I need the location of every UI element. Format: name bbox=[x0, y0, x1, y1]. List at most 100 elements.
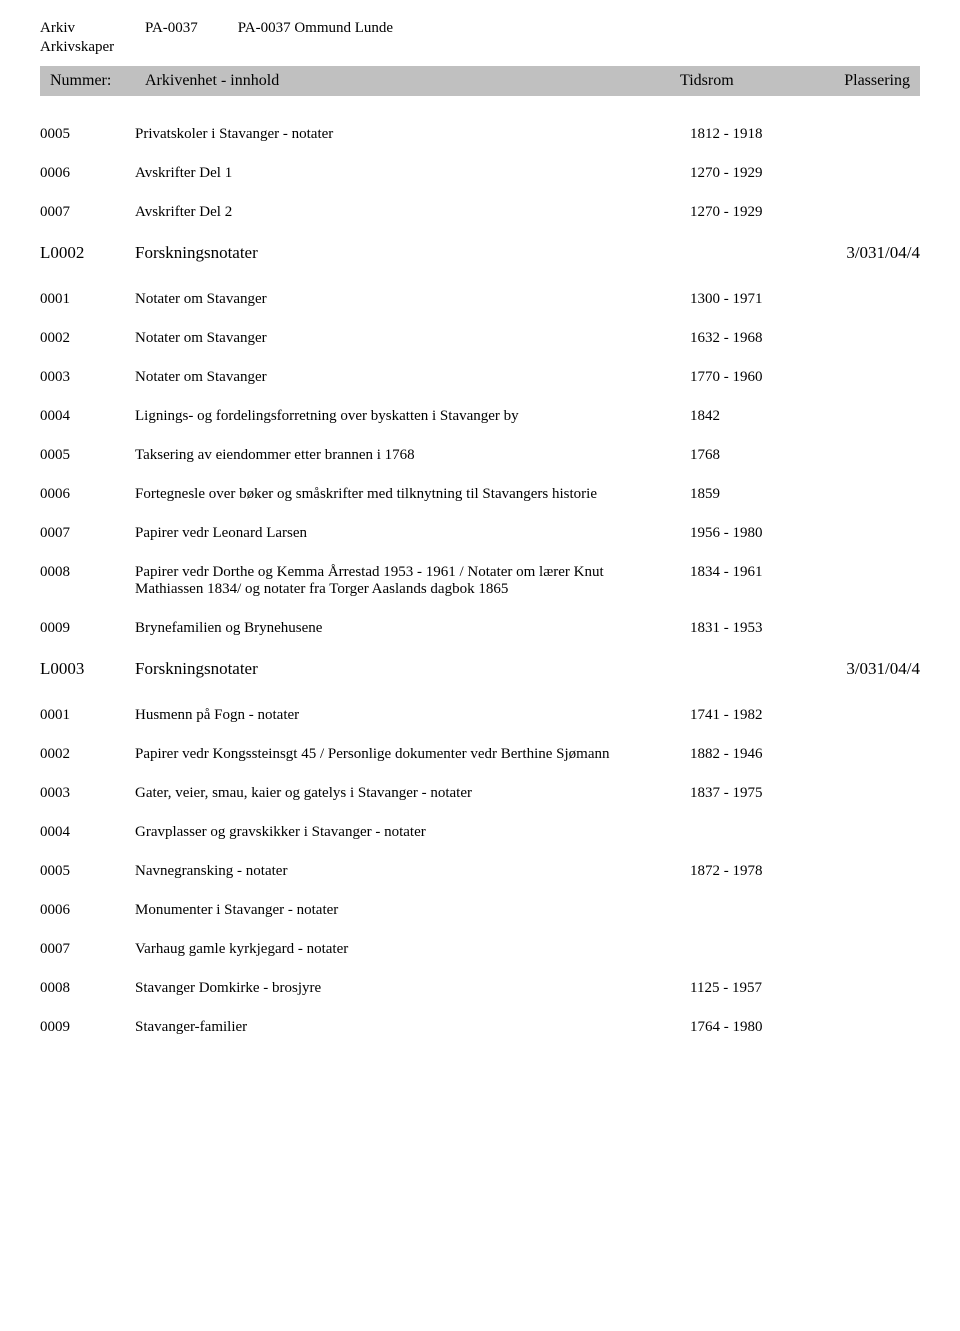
table-row: 0005Privatskoler i Stavanger - notater18… bbox=[40, 126, 920, 143]
table-row: 0008Papirer vedr Dorthe og Kemma Årresta… bbox=[40, 564, 920, 598]
row-timespan: 1270 - 1929 bbox=[690, 165, 820, 182]
row-timespan: 1770 - 1960 bbox=[690, 369, 820, 386]
row-number: 0007 bbox=[40, 204, 135, 221]
row-description: Stavanger-familier bbox=[135, 1019, 690, 1036]
row-description: Stavanger Domkirke - brosjyre bbox=[135, 980, 690, 997]
row-number: 0004 bbox=[40, 824, 135, 841]
row-description: Avskrifter Del 1 bbox=[135, 165, 690, 182]
row-description: Privatskoler i Stavanger - notater bbox=[135, 126, 690, 143]
table-row: 0005Taksering av eiendommer etter branne… bbox=[40, 447, 920, 464]
row-timespan: 1872 - 1978 bbox=[690, 863, 820, 880]
row-number: 0005 bbox=[40, 863, 135, 880]
row-number: 0007 bbox=[40, 525, 135, 542]
row-timespan: 1300 - 1971 bbox=[690, 291, 820, 308]
row-number: 0002 bbox=[40, 746, 135, 763]
row-timespan: 1882 - 1946 bbox=[690, 746, 820, 763]
table-row: 0002Papirer vedr Kongssteinsgt 45 / Pers… bbox=[40, 746, 920, 763]
row-timespan: 1741 - 1982 bbox=[690, 707, 820, 724]
section-row: L0003Forskningsnotater 3/031/04/4 bbox=[40, 659, 920, 679]
table-row: 0009Brynefamilien og Brynehusene1831 - 1… bbox=[40, 620, 920, 637]
arkivskaper-label: Arkivskaper bbox=[40, 39, 114, 56]
row-number: 0004 bbox=[40, 408, 135, 425]
header-line-2: Arkivskaper bbox=[40, 39, 920, 56]
header-line-1: Arkiv PA-0037 PA-0037 Ommund Lunde bbox=[40, 20, 920, 37]
table-row: 0007Papirer vedr Leonard Larsen1956 - 19… bbox=[40, 525, 920, 542]
th-plassering: Plassering bbox=[810, 72, 910, 90]
row-description: Notater om Stavanger bbox=[135, 330, 690, 347]
row-description: Gater, veier, smau, kaier og gatelys i S… bbox=[135, 785, 690, 802]
row-description: Papirer vedr Kongssteinsgt 45 / Personli… bbox=[135, 746, 690, 763]
row-timespan: 1125 - 1957 bbox=[690, 980, 820, 997]
row-number: 0008 bbox=[40, 980, 135, 997]
row-timespan: 1842 bbox=[690, 408, 820, 425]
row-number: L0002 bbox=[40, 243, 135, 263]
row-description: Brynefamilien og Brynehusene bbox=[135, 620, 690, 637]
table-row: 0008Stavanger Domkirke - brosjyre1125 - … bbox=[40, 980, 920, 997]
row-description: Papirer vedr Dorthe og Kemma Årrestad 19… bbox=[135, 564, 690, 598]
row-timespan: 1859 bbox=[690, 486, 820, 503]
table-row: 0006Monumenter i Stavanger - notater bbox=[40, 902, 920, 919]
row-description: Husmenn på Fogn - notater bbox=[135, 707, 690, 724]
arkiv-label: Arkiv bbox=[40, 20, 75, 37]
table-header: Nummer: Arkivenhet - innhold Tidsrom Pla… bbox=[40, 66, 920, 96]
row-description: Notater om Stavanger bbox=[135, 369, 690, 386]
row-number: 0005 bbox=[40, 126, 135, 143]
row-timespan: 1831 - 1953 bbox=[690, 620, 820, 637]
th-nummer: Nummer: bbox=[50, 72, 145, 90]
row-number: 0002 bbox=[40, 330, 135, 347]
row-number: 0008 bbox=[40, 564, 135, 581]
row-timespan: 1270 - 1929 bbox=[690, 204, 820, 221]
arkiv-ref: PA-0037 bbox=[145, 20, 198, 37]
section-row: L0002Forskningsnotater 3/031/04/4 bbox=[40, 243, 920, 263]
row-description: Fortegnesle over bøker og småskrifter me… bbox=[135, 486, 690, 503]
row-number: 0006 bbox=[40, 902, 135, 919]
rows-container: 0005Privatskoler i Stavanger - notater18… bbox=[40, 126, 920, 1036]
table-row: 0006Avskrifter Del 11270 - 1929 bbox=[40, 165, 920, 182]
row-number: 0006 bbox=[40, 486, 135, 503]
row-timespan: 1812 - 1918 bbox=[690, 126, 820, 143]
row-number: 0009 bbox=[40, 1019, 135, 1036]
row-placement: 3/031/04/4 bbox=[820, 243, 920, 263]
row-number: 0005 bbox=[40, 447, 135, 464]
row-description: Avskrifter Del 2 bbox=[135, 204, 690, 221]
row-description: Forskningsnotater bbox=[135, 243, 690, 263]
th-tidsrom: Tidsrom bbox=[680, 72, 810, 90]
row-description: Navnegransking - notater bbox=[135, 863, 690, 880]
row-number: 0001 bbox=[40, 291, 135, 308]
row-description: Monumenter i Stavanger - notater bbox=[135, 902, 690, 919]
row-number: 0003 bbox=[40, 369, 135, 386]
row-timespan: 1764 - 1980 bbox=[690, 1019, 820, 1036]
table-row: 0006Fortegnesle over bøker og småskrifte… bbox=[40, 486, 920, 503]
row-timespan: 1632 - 1968 bbox=[690, 330, 820, 347]
table-row: 0007Avskrifter Del 21270 - 1929 bbox=[40, 204, 920, 221]
row-timespan: 1956 - 1980 bbox=[690, 525, 820, 542]
row-number: L0003 bbox=[40, 659, 135, 679]
row-number: 0006 bbox=[40, 165, 135, 182]
table-row: 0003Gater, veier, smau, kaier og gatelys… bbox=[40, 785, 920, 802]
row-number: 0001 bbox=[40, 707, 135, 724]
table-row: 0005Navnegransking - notater1872 - 1978 bbox=[40, 863, 920, 880]
row-description: Lignings- og fordelingsforretning over b… bbox=[135, 408, 690, 425]
table-row: 0001Husmenn på Fogn - notater1741 - 1982 bbox=[40, 707, 920, 724]
table-row: 0001Notater om Stavanger1300 - 1971 bbox=[40, 291, 920, 308]
table-row: 0004Gravplasser og gravskikker i Stavang… bbox=[40, 824, 920, 841]
table-row: 0003Notater om Stavanger1770 - 1960 bbox=[40, 369, 920, 386]
row-number: 0009 bbox=[40, 620, 135, 637]
table-row: 0009Stavanger-familier1764 - 1980 bbox=[40, 1019, 920, 1036]
row-description: Taksering av eiendommer etter brannen i … bbox=[135, 447, 690, 464]
row-timespan: 1837 - 1975 bbox=[690, 785, 820, 802]
row-placement: 3/031/04/4 bbox=[820, 659, 920, 679]
th-arkivenhet: Arkivenhet - innhold bbox=[145, 72, 680, 90]
row-timespan: 1768 bbox=[690, 447, 820, 464]
row-description: Varhaug gamle kyrkjegard - notater bbox=[135, 941, 690, 958]
row-number: 0007 bbox=[40, 941, 135, 958]
row-description: Papirer vedr Leonard Larsen bbox=[135, 525, 690, 542]
row-description: Forskningsnotater bbox=[135, 659, 690, 679]
table-row: 0007Varhaug gamle kyrkjegard - notater bbox=[40, 941, 920, 958]
table-row: 0002Notater om Stavanger1632 - 1968 bbox=[40, 330, 920, 347]
arkiv-title: PA-0037 Ommund Lunde bbox=[238, 20, 393, 37]
table-row: 0004Lignings- og fordelingsforretning ov… bbox=[40, 408, 920, 425]
row-number: 0003 bbox=[40, 785, 135, 802]
row-description: Gravplasser og gravskikker i Stavanger -… bbox=[135, 824, 690, 841]
row-timespan: 1834 - 1961 bbox=[690, 564, 820, 581]
